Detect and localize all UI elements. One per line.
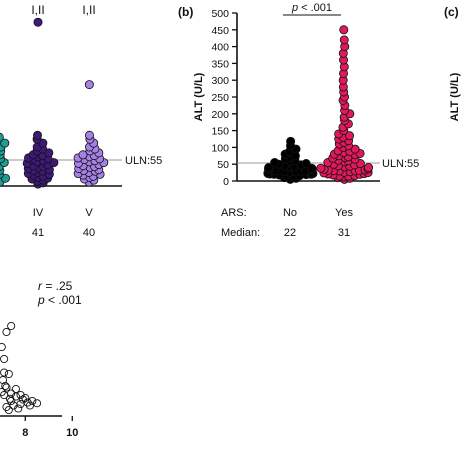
panel-d-r-annotation: r = .25 xyxy=(38,279,73,293)
panel-b-point-yes xyxy=(339,25,349,35)
panel-b-row-median-label: Median: xyxy=(221,227,260,239)
panel-b-y-tick-label: 500 xyxy=(211,8,229,20)
panel-b-tick-no: No xyxy=(283,207,297,219)
panel-a-annotation-v: I,II xyxy=(82,3,95,17)
panel-c-y-axis-label: ALT (U/L) xyxy=(449,72,461,121)
panel-c: (c) ALT (U/L) xyxy=(444,5,461,121)
panel-b-y-tick-label: 250 xyxy=(211,92,229,104)
panel-a-point xyxy=(84,130,94,140)
panel-d-point xyxy=(16,399,25,409)
panel-b-y-tick-label: 50 xyxy=(217,159,229,171)
panel-b: (b) ALT (U/L) 0 50 100 150 200 250 300 350 400 45… xyxy=(178,2,419,239)
panel-d-point xyxy=(1,381,10,391)
panel-b-point-yes xyxy=(339,35,349,45)
panel-a-tick-iv: IV xyxy=(33,207,44,219)
panel-d-point xyxy=(14,404,23,413)
panel-d-x-tick-label: 8 xyxy=(22,427,28,439)
panel-a-point xyxy=(0,138,10,148)
panel-d-point xyxy=(2,327,11,337)
panel-b-p-value: < .001 xyxy=(298,2,332,14)
panel-b-point-yes xyxy=(345,131,355,141)
panel-b-significance: p < .001 xyxy=(283,2,341,16)
panel-d-point xyxy=(0,342,6,352)
panel-d-r-label: r xyxy=(38,279,43,293)
panel-d-x-ticks: 8 10 xyxy=(22,416,78,439)
panel-b-p-label: p xyxy=(291,2,298,14)
panel-d-point xyxy=(16,390,25,400)
panel-b-y-tick-label: 0 xyxy=(223,176,229,188)
panel-b-y-tick-label: 400 xyxy=(211,42,229,54)
panel-b-point-no xyxy=(270,158,280,168)
panel-a-annotation-iv: I,II xyxy=(31,3,44,17)
panel-a-median-iv: 41 xyxy=(32,227,44,239)
panel-b-label: (b) xyxy=(178,5,193,19)
panel-b-row-group-label: ARS: xyxy=(221,207,247,219)
panel-b-y-tick-label: 100 xyxy=(211,142,229,154)
panel-b-uln-label: ULN:55 xyxy=(382,158,419,170)
panel-a-tick-v: V xyxy=(85,207,93,219)
panel-d-point xyxy=(0,387,6,397)
panel-b-point-yes xyxy=(316,163,326,173)
panel-d-point xyxy=(11,384,20,394)
panel-b-median-no: 22 xyxy=(284,227,296,239)
panel-d-point xyxy=(5,394,15,403)
panel-d-point xyxy=(21,393,30,403)
panel-b-y-tick-label: 200 xyxy=(211,109,229,121)
panel-b-point-yes xyxy=(364,163,374,173)
panel-a-points xyxy=(0,17,109,189)
panel-b-y-tick-label: 300 xyxy=(211,75,229,87)
panel-d-point xyxy=(2,383,11,392)
panel-c-label: (c) xyxy=(444,5,459,19)
panel-a-point xyxy=(33,130,43,140)
panel-d-point xyxy=(0,368,9,377)
panel-a-median-v: 40 xyxy=(83,227,95,239)
panel-b-points xyxy=(263,25,374,184)
panel-a: I,II I,II ULN:55 IV V 41 40 xyxy=(0,3,162,239)
panel-b-y-ticks: 0 50 100 150 200 250 300 350 400 450 500 xyxy=(211,8,237,188)
panel-d-point xyxy=(4,405,13,415)
panel-d-point xyxy=(9,401,18,410)
panel-b-point-no xyxy=(286,136,296,146)
panel-a-annotations: I,II I,II xyxy=(31,3,95,17)
panel-b-y-tick-label: 150 xyxy=(211,126,229,138)
panel-a-point xyxy=(33,17,43,27)
panel-d-point xyxy=(32,399,42,408)
panel-d-point xyxy=(25,401,35,410)
panel-b-point-no xyxy=(264,163,274,173)
panel-b-y-tick-label: 350 xyxy=(211,58,229,70)
panel-d-point xyxy=(7,389,16,398)
panel-a-point xyxy=(0,132,4,142)
panel-b-median-yes: 31 xyxy=(338,227,350,239)
panel-b-y-axis-label: ALT (U/L) xyxy=(193,72,205,121)
panel-d-x-tick-label: 10 xyxy=(66,427,78,439)
panel-d-point xyxy=(7,321,16,331)
panel-d-point xyxy=(28,396,37,406)
panel-d-point xyxy=(18,395,27,404)
panel-a-point xyxy=(78,150,88,160)
panel-d-point xyxy=(0,354,9,364)
panel-a-uln-label: ULN:55 xyxy=(125,155,162,167)
panel-b-significance-text: p < .001 xyxy=(291,2,332,14)
panel-b-point-no xyxy=(301,159,311,169)
panel-b-y-tick-label: 450 xyxy=(211,25,229,37)
panel-a-point xyxy=(84,80,94,90)
panel-d-point xyxy=(4,369,13,379)
panel-b-tick-yes: Yes xyxy=(335,207,353,219)
panel-d-p-label: p xyxy=(37,293,45,307)
panel-d: 8 10 r = .25 p < .001 xyxy=(0,279,82,439)
panel-d-p-annotation: p < .001 xyxy=(37,293,82,307)
panel-d-r-value: = .25 xyxy=(42,279,73,293)
panel-d-p-value: < .001 xyxy=(45,293,82,307)
panel-d-points xyxy=(0,321,42,415)
